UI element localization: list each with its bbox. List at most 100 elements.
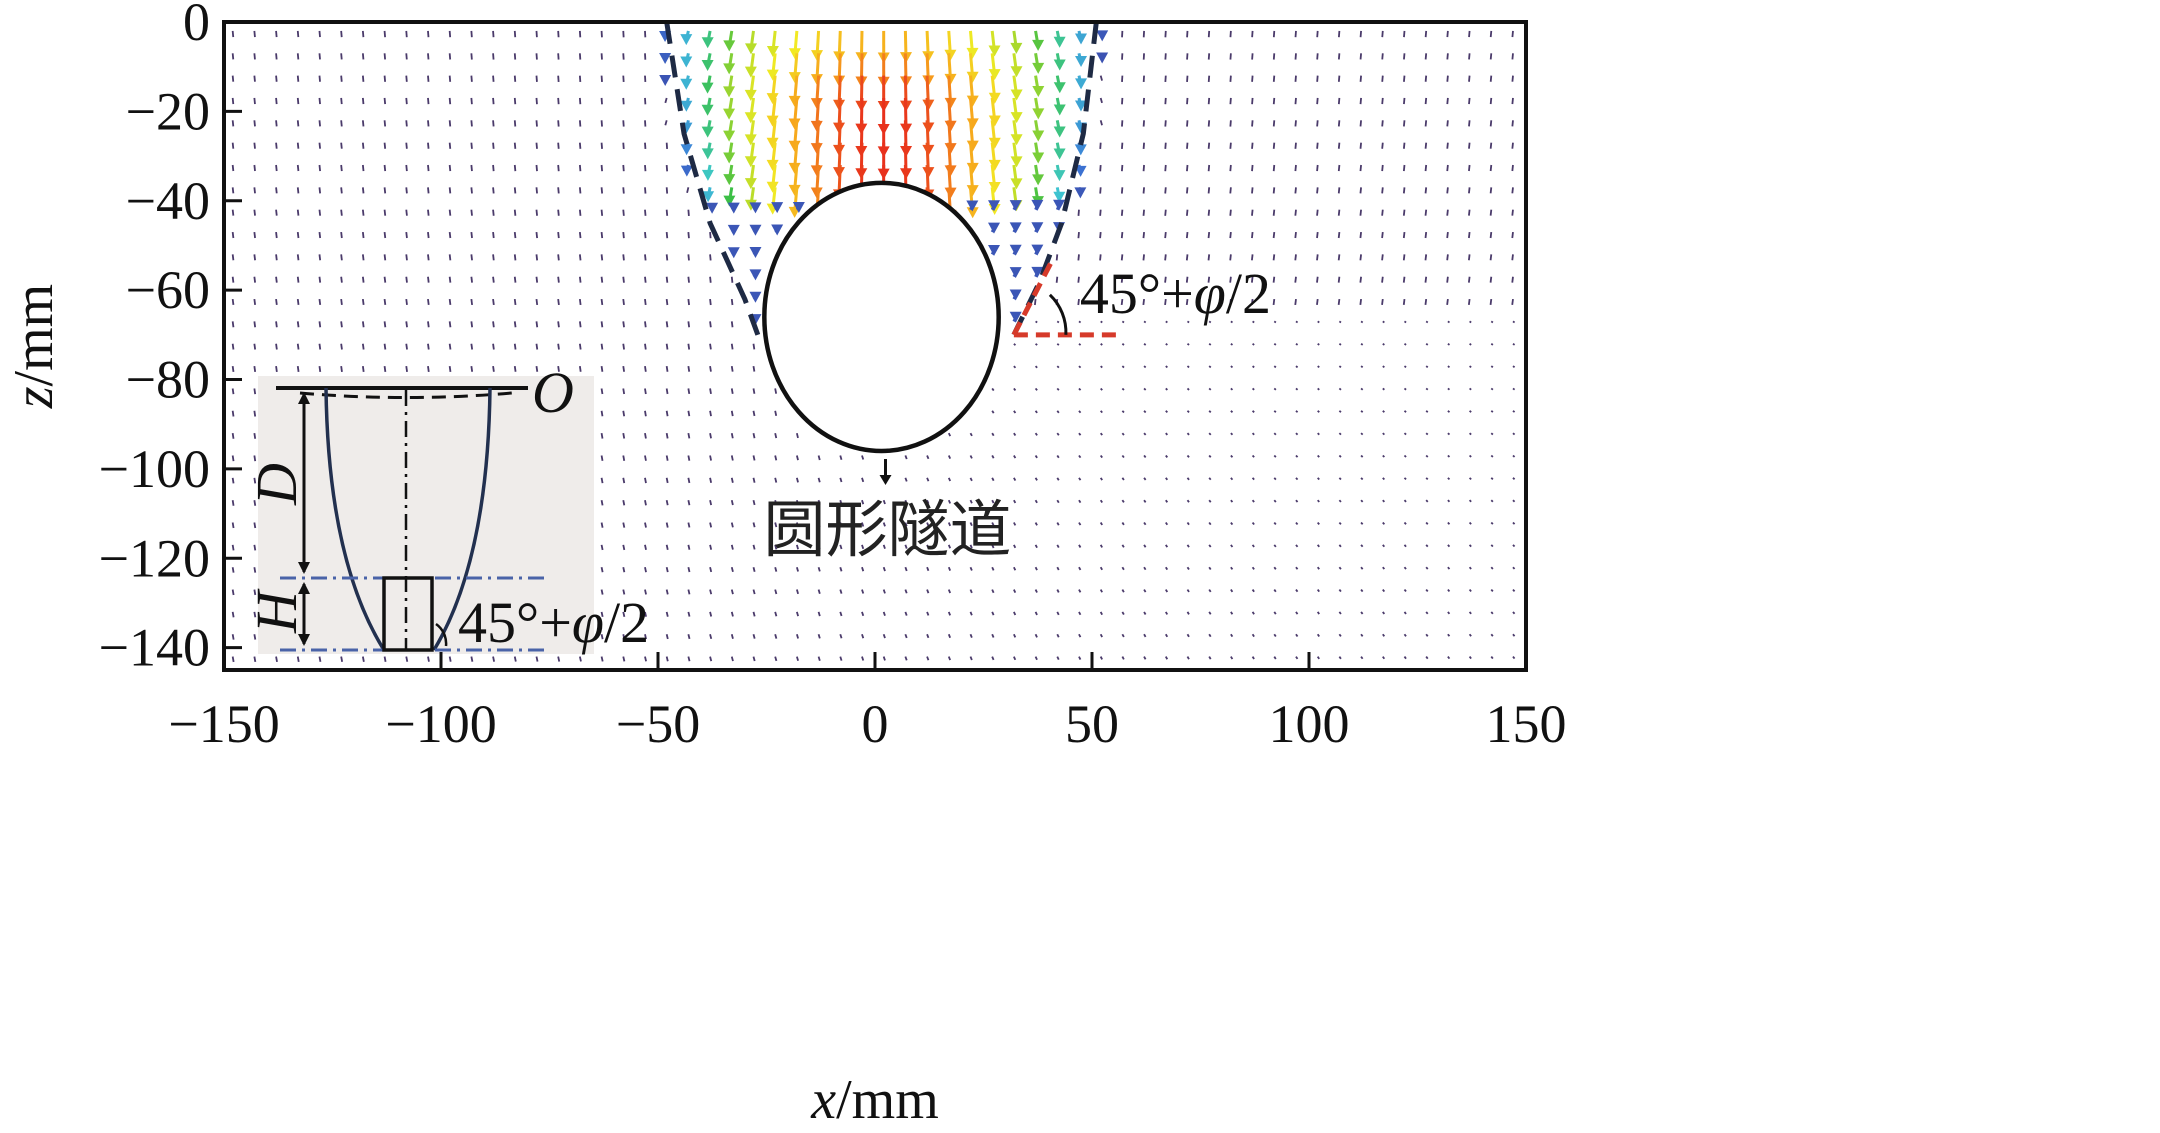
- vector-arrow: [1208, 320, 1212, 324]
- vector-arrow: [687, 365, 691, 372]
- vector-arrow: [1424, 231, 1428, 239]
- vector-arrow: [448, 209, 452, 216]
- vector-arrowhead: [1074, 187, 1087, 199]
- vector-arrow: [1208, 410, 1212, 413]
- vector-arrow: [1121, 633, 1125, 638]
- vector-arrow: [275, 187, 278, 194]
- vector-arrow: [709, 634, 713, 640]
- vector-arrow: [947, 589, 951, 594]
- vector-arrow: [535, 656, 539, 662]
- vector-arrow: [1338, 589, 1342, 593]
- vector-arrow: [1143, 410, 1147, 414]
- vector-arrow: [1403, 343, 1407, 346]
- vector-arrow: [578, 365, 582, 372]
- vector-arrow: [535, 231, 539, 239]
- vector-arrow: [1295, 611, 1299, 615]
- vector-arrow: [1447, 387, 1451, 391]
- vector-arrow: [492, 343, 495, 350]
- vector-arrowhead: [680, 144, 693, 156]
- vector-arrow: [340, 164, 343, 172]
- vector-arrow: [296, 321, 300, 328]
- vector-arrow: [1120, 187, 1124, 194]
- vector-arrow: [1338, 544, 1342, 548]
- vector-arrow: [1230, 454, 1234, 458]
- vector-arrow: [340, 187, 343, 194]
- vector-arrow: [1425, 477, 1429, 481]
- vector-arrow: [1229, 120, 1232, 127]
- vector-arrow: [383, 276, 387, 283]
- vector-arrow: [861, 522, 865, 527]
- vector-arrow: [1403, 410, 1407, 413]
- vector-arrow: [361, 164, 365, 172]
- vector-arrow: [1121, 454, 1125, 459]
- vector-arrow: [926, 522, 930, 527]
- inset-origin-label: O: [532, 360, 574, 425]
- vector-arrow: [665, 276, 669, 283]
- vector-arrow: [1447, 566, 1451, 570]
- vector-arrow: [904, 633, 908, 639]
- vector-arrowhead: [744, 66, 757, 78]
- vector-arrow: [448, 120, 452, 127]
- vector-arrow: [296, 298, 300, 306]
- vector-arrow: [361, 187, 365, 194]
- vector-arrow: [882, 499, 886, 505]
- vector-arrow: [1403, 633, 1407, 637]
- vector-arrow: [1381, 97, 1384, 105]
- vector-arrow: [1447, 611, 1451, 615]
- vector-arrow: [709, 567, 713, 573]
- vector-arrow: [1165, 432, 1169, 436]
- vector-arrow: [1251, 209, 1254, 216]
- vector-arrow: [1295, 365, 1299, 369]
- vector-arrow: [1121, 522, 1125, 526]
- vector-arrow: [730, 477, 734, 483]
- vector-arrow: [557, 276, 560, 283]
- vector-arrow: [1489, 231, 1493, 239]
- vector-arrowhead: [727, 224, 740, 236]
- vector-arrow: [1230, 566, 1234, 570]
- vector-arrow: [383, 365, 387, 372]
- vector-arrow: [904, 499, 908, 505]
- vector-arrowhead: [988, 200, 1001, 212]
- vector-arrow: [817, 544, 821, 550]
- vector-arrow: [622, 343, 625, 350]
- vector-arrow: [1099, 589, 1103, 593]
- vector-arrow: [275, 365, 278, 372]
- vector-arrow: [1381, 75, 1384, 82]
- vector-arrow: [1056, 365, 1060, 369]
- vector-arrow: [817, 499, 821, 505]
- vector-arrow: [318, 30, 321, 38]
- vector-arrow: [470, 365, 474, 372]
- vector-arrow: [1468, 611, 1472, 615]
- inset-right-curve: [432, 387, 492, 651]
- vector-arrow: [296, 30, 300, 38]
- vector-arrow: [253, 254, 256, 261]
- vector-arrow: [1078, 566, 1082, 571]
- vector-arrow: [644, 567, 647, 573]
- vector-arrow: [1424, 142, 1428, 149]
- vector-arrow: [513, 276, 517, 283]
- vector-arrowhead: [1053, 36, 1066, 48]
- vector-arrow: [1512, 566, 1516, 570]
- vector-arrow: [1013, 566, 1017, 571]
- vector-arrow: [1252, 320, 1255, 324]
- vector-arrow: [1402, 231, 1406, 239]
- vector-arrow: [600, 298, 604, 306]
- vector-arrow: [513, 254, 517, 261]
- vector-arrow: [1078, 477, 1082, 481]
- vector-arrow: [752, 388, 756, 394]
- vector-arrow: [600, 164, 603, 172]
- vector-arrow: [644, 544, 647, 551]
- vector-arrow: [709, 231, 712, 239]
- tunnel-arrow-head: [879, 475, 892, 486]
- vector-arrow: [361, 656, 365, 662]
- vector-arrow: [1512, 410, 1516, 413]
- vector-arrow: [752, 656, 756, 662]
- vector-arrow: [361, 120, 365, 127]
- vector-arrow: [644, 365, 647, 372]
- vector-arrow: [1121, 566, 1125, 571]
- vector-arrow: [1142, 164, 1145, 172]
- vector-arrow: [405, 187, 408, 194]
- vector-arrow: [1317, 387, 1320, 391]
- vector-arrow: [448, 365, 452, 372]
- vector-arrow: [340, 656, 344, 662]
